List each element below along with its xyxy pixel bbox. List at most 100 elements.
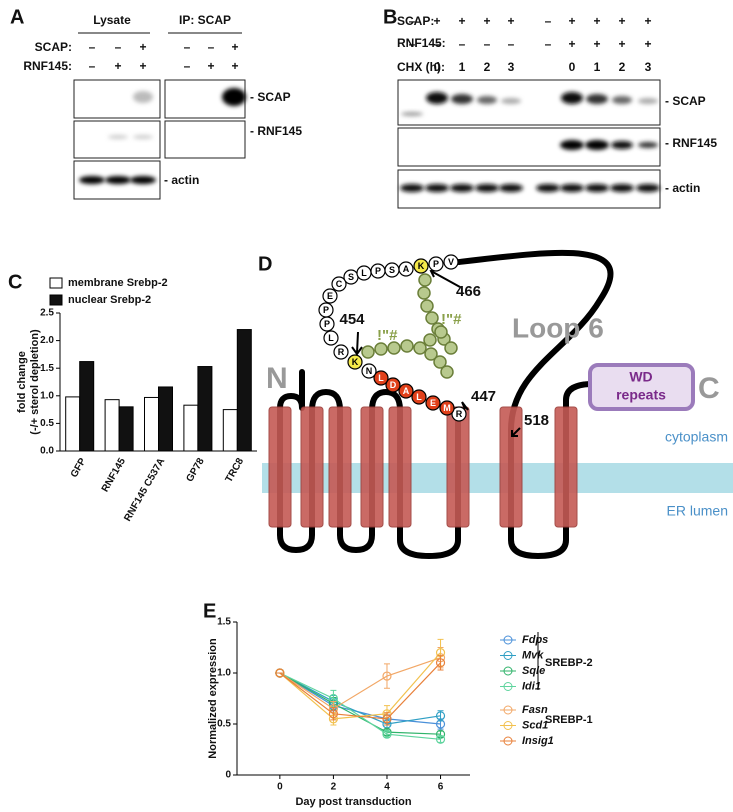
lane-sign: + xyxy=(618,14,625,28)
ubiquitin-chains xyxy=(361,273,458,379)
legend-marker xyxy=(503,651,513,660)
x-tick-label: TRC8 xyxy=(224,456,247,484)
loop-label: Loop 6 xyxy=(512,312,604,343)
lumen-label: ER lumen xyxy=(667,503,728,519)
legend-label: Insig1 xyxy=(522,735,554,747)
residue-bead xyxy=(331,276,347,292)
lane-sign: + xyxy=(507,14,514,28)
residue-label: 447 xyxy=(471,388,496,405)
bar xyxy=(158,386,173,452)
bar xyxy=(118,406,134,452)
residue-bead xyxy=(398,261,414,277)
lane-sign: – xyxy=(545,37,552,51)
group-label: SREBP-2 xyxy=(545,657,593,669)
c-terminus: C xyxy=(698,372,720,405)
lane-sign: 1 xyxy=(594,60,601,74)
wd-label: WD xyxy=(629,369,652,385)
residue-bead xyxy=(413,258,429,274)
row-label: RNF145: xyxy=(397,36,446,50)
series-line xyxy=(279,672,441,740)
point xyxy=(435,658,446,668)
legend-marker xyxy=(503,705,513,715)
residue-letter: E xyxy=(327,291,333,301)
y-tick-label: 1.0 xyxy=(40,390,54,401)
point xyxy=(382,671,392,681)
panel-label: E xyxy=(203,600,216,622)
x-axis-label: Day post transduction xyxy=(295,796,411,808)
series-line xyxy=(279,662,441,720)
group-label: Lysate xyxy=(93,13,131,27)
legend-swatch xyxy=(49,277,63,289)
lane-sign: – xyxy=(184,40,191,54)
band-label: - SCAP xyxy=(250,90,291,104)
lane-sign: – xyxy=(508,37,515,51)
cytoplasm-label: cytoplasm xyxy=(665,429,728,445)
residue-bead xyxy=(323,330,339,346)
lane-sign: + xyxy=(568,14,575,28)
residue-letter: L xyxy=(328,333,334,343)
residue-letter: L xyxy=(416,392,422,402)
point xyxy=(382,714,392,724)
residue-letter: S xyxy=(348,272,354,282)
residue-letter: M xyxy=(443,403,451,413)
y-tick-label: 0.5 xyxy=(40,418,54,429)
y-tick-label: 0.0 xyxy=(40,446,54,457)
x-tick-label: RNF145 C537A xyxy=(122,456,167,523)
lane-sign: + xyxy=(483,14,490,28)
legend-label: Scd1 xyxy=(522,719,548,731)
lane-sign: + xyxy=(458,14,465,28)
y-tick-label: 0.5 xyxy=(217,719,231,730)
band-label: - RNF145 xyxy=(250,124,302,138)
lane-sign: + xyxy=(139,59,146,73)
residue-bead xyxy=(443,254,459,270)
residue-bead xyxy=(428,256,444,272)
residue-letter: P xyxy=(323,305,329,315)
lane-sign: + xyxy=(618,37,625,51)
point xyxy=(435,711,446,721)
bar xyxy=(79,361,95,452)
lane-sign: + xyxy=(114,59,121,73)
band-label: - actin xyxy=(164,173,199,187)
lane-sign: + xyxy=(644,14,651,28)
residue-label: 518 xyxy=(524,412,549,429)
legend-marker xyxy=(503,721,513,730)
lane-sign: – xyxy=(434,37,441,51)
residue-letter: C xyxy=(336,279,343,289)
residue-letter: A xyxy=(403,264,410,274)
y-tick-label: 1.5 xyxy=(217,617,231,628)
residue-letter: A xyxy=(403,386,410,396)
band-label: - SCAP xyxy=(665,94,706,108)
legend-label: Fdps xyxy=(522,634,548,646)
n-terminus: N xyxy=(266,362,288,395)
legend-label: Mvk xyxy=(522,649,544,661)
residue-label: 466 xyxy=(456,283,481,300)
lane-sign: + xyxy=(139,40,146,54)
point xyxy=(275,668,285,678)
wd-label: repeats xyxy=(616,387,666,403)
lane-sign: + xyxy=(207,59,214,73)
lane-sign: – xyxy=(459,37,466,51)
residue-bead xyxy=(425,395,441,411)
panel-label: D xyxy=(258,253,272,275)
lane-sign: + xyxy=(568,37,575,51)
bar xyxy=(236,329,252,452)
band-label: - actin xyxy=(665,181,700,195)
band-label: - RNF145 xyxy=(665,136,717,150)
residue-letter: V xyxy=(448,257,454,267)
point xyxy=(435,734,446,744)
lane-sign: – xyxy=(409,37,416,51)
blots-a xyxy=(73,32,246,200)
residue-bead xyxy=(373,370,389,386)
residue-letter: R xyxy=(338,347,345,357)
residue-letter: E xyxy=(430,398,436,408)
lane-sign: – xyxy=(484,37,491,51)
legend-marker xyxy=(503,682,513,691)
legend-marker xyxy=(503,635,513,645)
ub-label: !"# xyxy=(441,311,462,328)
row-label: SCAP: xyxy=(397,14,434,28)
lane-sign: 3 xyxy=(645,60,652,74)
residue-letter: P xyxy=(375,266,381,276)
group-label: IP: SCAP xyxy=(179,13,231,27)
bar xyxy=(104,399,120,452)
